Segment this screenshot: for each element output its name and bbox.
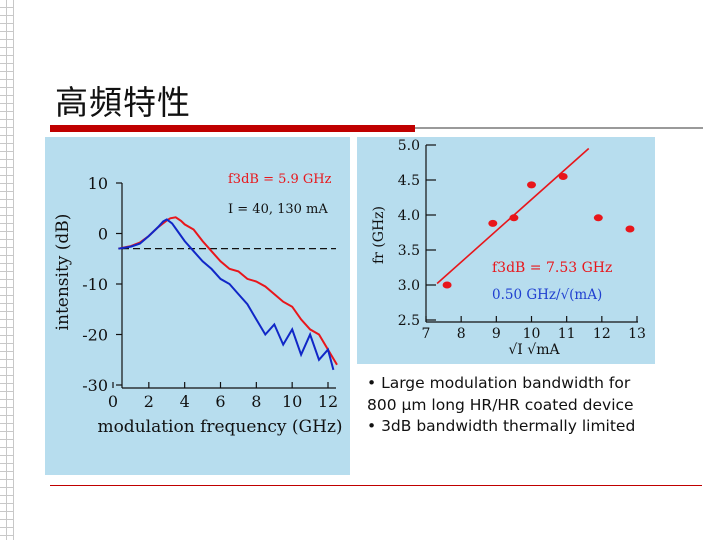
left-ytick-label: 0: [98, 225, 108, 244]
title-underline-red: [50, 125, 415, 132]
right-xtick-label: 9: [492, 326, 501, 342]
left-ytick-label: -30: [82, 376, 108, 395]
left-ytick-label: -20: [82, 326, 108, 345]
right-xtick-label: 10: [523, 326, 541, 342]
left-xtick-label: 0: [108, 392, 118, 411]
right-ytick-label: 4.0: [398, 208, 420, 224]
right-xtick-label: 12: [593, 326, 611, 342]
right-chart-panel: [357, 137, 655, 364]
footer-rule: [50, 485, 702, 486]
right-xtick-label: 11: [558, 326, 576, 342]
title-underline-gray: [415, 127, 703, 129]
right-xtick-label: 8: [457, 326, 466, 342]
left-xtick-label: 6: [215, 392, 225, 411]
right-ytick-label: 3.5: [398, 243, 420, 259]
right-annotation-slope: 0.50 GHz/√(mA): [492, 287, 602, 303]
series-line-130ma: [118, 216, 338, 366]
left-xlabel: modulation frequency (GHz): [97, 417, 342, 437]
right-ytick-label: 2.5: [398, 313, 420, 329]
bullet-list: • Large modulation bandwidth for 800 μm …: [367, 373, 657, 438]
bullet-thermal: • 3dB bandwidth thermally limited: [367, 417, 636, 435]
data-point: [442, 281, 452, 289]
right-xtick-label: 7: [422, 326, 431, 342]
left-annotation-current: I = 40, 130 mA: [228, 202, 328, 217]
right-ytick-label: 3.0: [398, 278, 420, 294]
left-annotation-f3db: f3dB = 5.9 GHz: [228, 172, 332, 187]
series-line-40ma: [118, 218, 335, 371]
right-xlabel: √I √mA: [508, 342, 560, 358]
left-xtick-label: 8: [251, 392, 261, 411]
data-point: [527, 181, 536, 189]
left-ylabel: intensity (dB): [53, 214, 73, 331]
left-ytick-label: -10: [82, 275, 108, 294]
left-xtick-label: 10: [282, 392, 302, 411]
left-xtick-label: 2: [144, 392, 154, 411]
left-xtick-label: 4: [180, 392, 190, 411]
right-ylabel: fr (GHz): [371, 206, 387, 264]
data-point: [625, 225, 635, 233]
left-ytick-label: 10: [88, 174, 108, 193]
left-xtick-label: 12: [318, 392, 338, 411]
data-point: [558, 173, 568, 180]
right-ytick-label: 4.5: [398, 173, 420, 189]
data-point: [488, 219, 498, 227]
data-point: [593, 214, 603, 222]
left-decoration: [0, 0, 14, 540]
scaling-chart: fr (GHz) √I √mA 5.0 4.5 4.0 3.5 3.0 2.5 7 8 9 10…: [371, 138, 646, 358]
left-chart-panel: [45, 137, 350, 475]
slide-title: 高頻特性: [55, 83, 191, 122]
right-annotation-f3db: f3dB = 7.53 GHz: [492, 260, 612, 276]
data-point: [509, 214, 519, 222]
right-xtick-label: 13: [628, 326, 646, 342]
right-ytick-label: 5.0: [398, 138, 420, 154]
bullet-bandwidth: • Large modulation bandwidth for 800 μm …: [367, 374, 634, 414]
response-chart: intensity (dB) modulation frequency (GHz…: [53, 172, 343, 437]
